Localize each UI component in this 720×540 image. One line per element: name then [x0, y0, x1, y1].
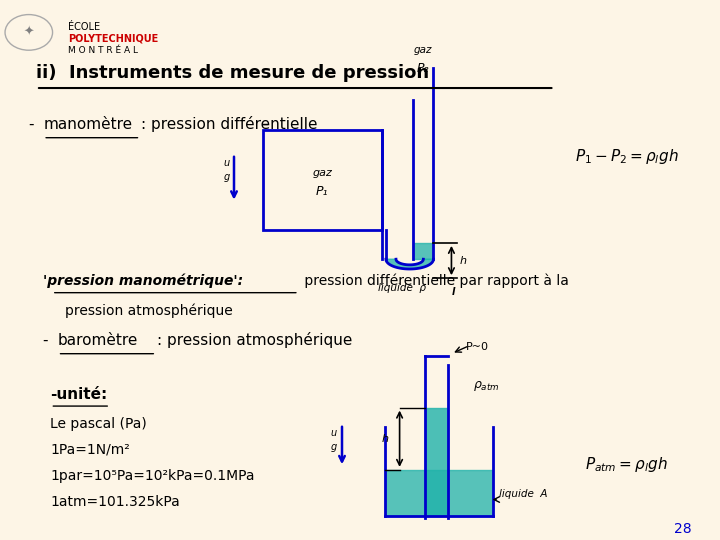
Text: 1atm=101.325kPa: 1atm=101.325kPa: [50, 495, 180, 509]
Polygon shape: [386, 259, 433, 269]
Text: baromètre: baromètre: [58, 333, 138, 348]
Text: -: -: [43, 333, 53, 348]
Text: $P_1 - P_2 = \rho_l gh$: $P_1 - P_2 = \rho_l gh$: [575, 147, 678, 166]
Text: l: l: [451, 287, 455, 296]
Text: Le pascal (Pa): Le pascal (Pa): [50, 417, 147, 431]
Text: P₁: P₁: [316, 185, 328, 198]
Text: : pression atmosphérique: : pression atmosphérique: [157, 332, 352, 348]
Text: M O N T R É A L: M O N T R É A L: [68, 46, 138, 55]
Text: 1par=10⁵Pa=10²kPa=0.1MPa: 1par=10⁵Pa=10²kPa=0.1MPa: [50, 469, 255, 483]
Text: P~0: P~0: [466, 342, 489, 352]
Text: h: h: [460, 255, 467, 266]
Text: g: g: [330, 442, 336, 451]
Text: h: h: [382, 434, 389, 444]
Text: -unité:: -unité:: [50, 387, 108, 402]
Text: u: u: [330, 428, 336, 438]
Text: 1Pa=1N/m²: 1Pa=1N/m²: [50, 443, 130, 457]
Text: 28: 28: [674, 522, 691, 536]
Text: $P_{atm} = \rho_l gh$: $P_{atm} = \rho_l gh$: [585, 455, 668, 474]
Text: ✦: ✦: [24, 26, 34, 39]
Text: $\rho_{atm}$: $\rho_{atm}$: [473, 379, 500, 393]
Text: gaz: gaz: [414, 45, 433, 55]
Text: POLYTECHNIQUE: POLYTECHNIQUE: [68, 34, 158, 44]
Text: liquide  A: liquide A: [499, 489, 547, 499]
Text: P₂: P₂: [417, 62, 430, 75]
Text: manomètre: manomètre: [43, 117, 132, 132]
Text: pression différentielle par rapport à la: pression différentielle par rapport à la: [300, 274, 568, 288]
Text: g: g: [224, 172, 230, 182]
Text: gaz: gaz: [312, 168, 332, 178]
Text: u: u: [224, 158, 230, 168]
Text: ÉCOLE: ÉCOLE: [68, 22, 101, 32]
Text: pression atmosphérique: pression atmosphérique: [65, 303, 233, 318]
Text: 'pression manométrique':: 'pression manométrique':: [43, 274, 243, 288]
Text: : pression différentielle: : pression différentielle: [141, 116, 318, 132]
Text: ii)  Instruments de mesure de pression: ii) Instruments de mesure de pression: [36, 64, 429, 82]
Text: liquide  ρ: liquide ρ: [379, 283, 426, 293]
Bar: [263, 130, 382, 230]
Text: -: -: [29, 117, 39, 132]
